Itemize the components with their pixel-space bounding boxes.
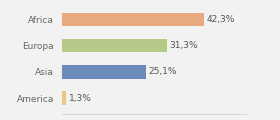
Text: 25,1%: 25,1% bbox=[149, 67, 177, 76]
Text: 31,3%: 31,3% bbox=[169, 41, 198, 50]
Bar bbox=[62, 91, 66, 105]
Text: 42,3%: 42,3% bbox=[206, 15, 235, 24]
Bar bbox=[62, 12, 204, 26]
Text: 1,3%: 1,3% bbox=[69, 94, 92, 103]
Bar bbox=[62, 65, 146, 79]
Bar bbox=[62, 39, 167, 52]
